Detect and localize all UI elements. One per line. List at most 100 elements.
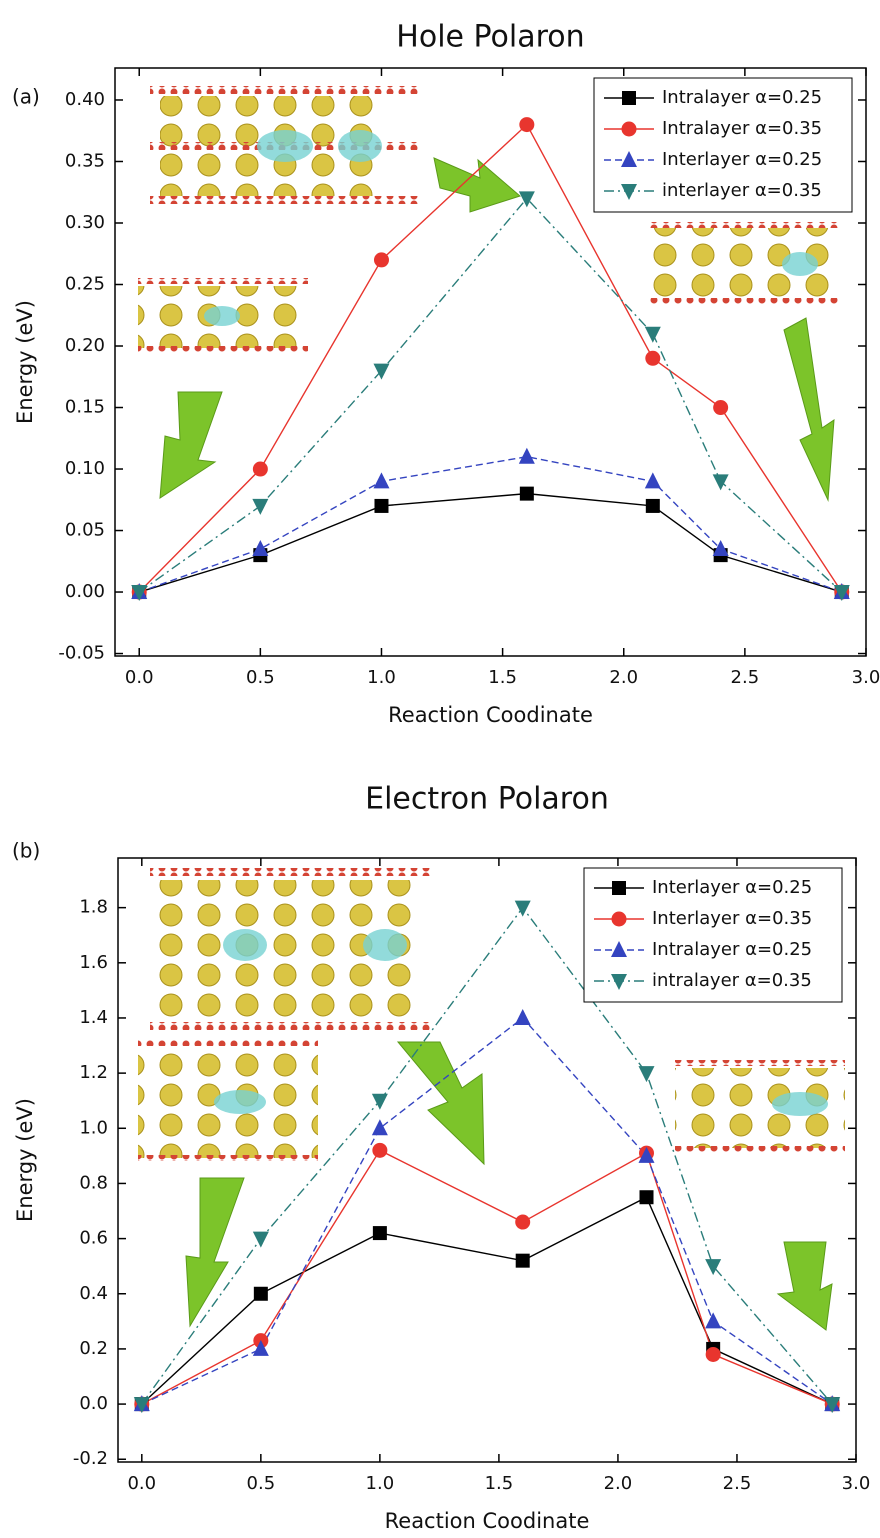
chart-title: Electron Polaron	[365, 782, 609, 817]
marker	[374, 498, 389, 513]
x-tick-label: 2.5	[731, 667, 760, 688]
y-axis-title: Energy (eV)	[13, 300, 37, 424]
y-tick-label: 0.8	[79, 1172, 108, 1193]
y-tick-label: 1.4	[79, 1007, 108, 1028]
legend-label: intralayer α=0.35	[652, 970, 812, 991]
legend-marker	[622, 91, 636, 105]
x-axis-title: Reaction Coodinate	[388, 703, 593, 727]
x-tick-label: 0.0	[127, 1473, 156, 1494]
y-tick-label: 1.2	[79, 1062, 108, 1083]
marker	[638, 1146, 655, 1163]
marker	[133, 1397, 150, 1414]
x-tick-label: 1.0	[366, 1473, 395, 1494]
x-tick-label: 3.0	[852, 667, 880, 688]
legend-label: Interlayer α=0.25	[662, 149, 822, 170]
marker	[252, 539, 269, 556]
series-line	[141, 1196, 833, 1405]
marker	[373, 252, 389, 268]
marker	[372, 1142, 388, 1158]
x-tick-label: 1.0	[367, 667, 396, 688]
marker	[645, 498, 660, 513]
marker	[518, 447, 535, 464]
x-tick-label: 0.5	[247, 1473, 276, 1494]
y-tick-label: -0.05	[58, 643, 105, 664]
y-tick-label: 0.25	[65, 274, 105, 295]
marker	[514, 900, 531, 917]
marker	[713, 400, 729, 416]
series-line	[138, 456, 843, 593]
series-line	[139, 492, 842, 593]
marker	[515, 1253, 530, 1268]
marker	[519, 486, 534, 501]
marker	[644, 326, 661, 343]
legend-label: Interlayer α=0.35	[652, 908, 812, 929]
legend-marker	[611, 941, 627, 957]
x-tick-label: 0.5	[246, 667, 275, 688]
legend-label: Interlayer α=0.25	[652, 877, 812, 898]
marker	[712, 539, 729, 556]
y-tick-label: 0.05	[65, 520, 105, 541]
marker	[373, 472, 390, 489]
y-tick-label: 0.2	[79, 1338, 108, 1359]
x-tick-label: 2.0	[604, 1473, 633, 1494]
plot-frame	[114, 67, 867, 657]
y-tick-label: 1.6	[79, 952, 108, 973]
marker	[824, 1397, 841, 1414]
legend-marker	[611, 974, 627, 990]
y-tick-label: 0.20	[65, 335, 105, 356]
y-axis-title: Energy (eV)	[13, 1098, 37, 1222]
legend-marker	[621, 184, 637, 200]
inset-structures	[138, 86, 845, 1161]
y-tick-label: 1.8	[79, 897, 108, 918]
marker	[371, 1119, 388, 1136]
y-tick-label: 1.0	[79, 1117, 108, 1138]
x-tick-label: 1.5	[485, 1473, 514, 1494]
y-tick-label: -0.2	[73, 1448, 108, 1469]
plot-frame	[117, 857, 857, 1463]
chart-title: Hole Polaron	[396, 20, 584, 55]
marker	[705, 1312, 722, 1329]
x-axis-title: Reaction Coodinate	[385, 1509, 590, 1533]
marker	[373, 363, 390, 380]
marker	[253, 1286, 268, 1301]
marker	[519, 117, 535, 133]
marker	[639, 1190, 654, 1205]
legend-box	[593, 77, 853, 213]
marker	[515, 1214, 531, 1230]
marker	[252, 498, 269, 515]
x-tick-label: 3.0	[842, 1473, 871, 1494]
marker	[638, 1066, 655, 1083]
marker	[514, 1008, 531, 1025]
marker	[371, 1093, 388, 1110]
legend-marker	[611, 911, 627, 927]
y-tick-label: 0.6	[79, 1228, 108, 1249]
x-tick-label: 2.0	[609, 667, 638, 688]
marker	[645, 350, 661, 366]
legend-label: Intralayer α=0.35	[662, 118, 822, 139]
y-tick-label: 0.35	[65, 150, 105, 171]
x-tick-label: 1.5	[488, 667, 517, 688]
x-tick-label: 2.5	[723, 1473, 752, 1494]
marker	[705, 1346, 721, 1362]
marker	[252, 1231, 269, 1248]
legend-marker	[621, 151, 637, 167]
marker	[712, 474, 729, 491]
panel-label: (a)	[12, 85, 40, 109]
y-tick-label: 0.4	[79, 1283, 108, 1304]
marker	[705, 1259, 722, 1276]
marker	[833, 585, 850, 602]
marker	[372, 1226, 387, 1241]
inset-arrows	[159, 157, 835, 1331]
marker	[252, 461, 268, 477]
marker	[131, 585, 148, 602]
legend-label: interlayer α=0.35	[662, 180, 822, 201]
marker	[644, 472, 661, 489]
legend-label: Intralayer α=0.25	[652, 939, 812, 960]
legend-marker	[612, 881, 626, 895]
legend-box	[583, 867, 843, 1003]
y-tick-label: 0.10	[65, 458, 105, 479]
panel-label: (b)	[12, 839, 40, 863]
series-line	[141, 1149, 833, 1405]
legend-label: Intralayer α=0.25	[662, 87, 822, 108]
